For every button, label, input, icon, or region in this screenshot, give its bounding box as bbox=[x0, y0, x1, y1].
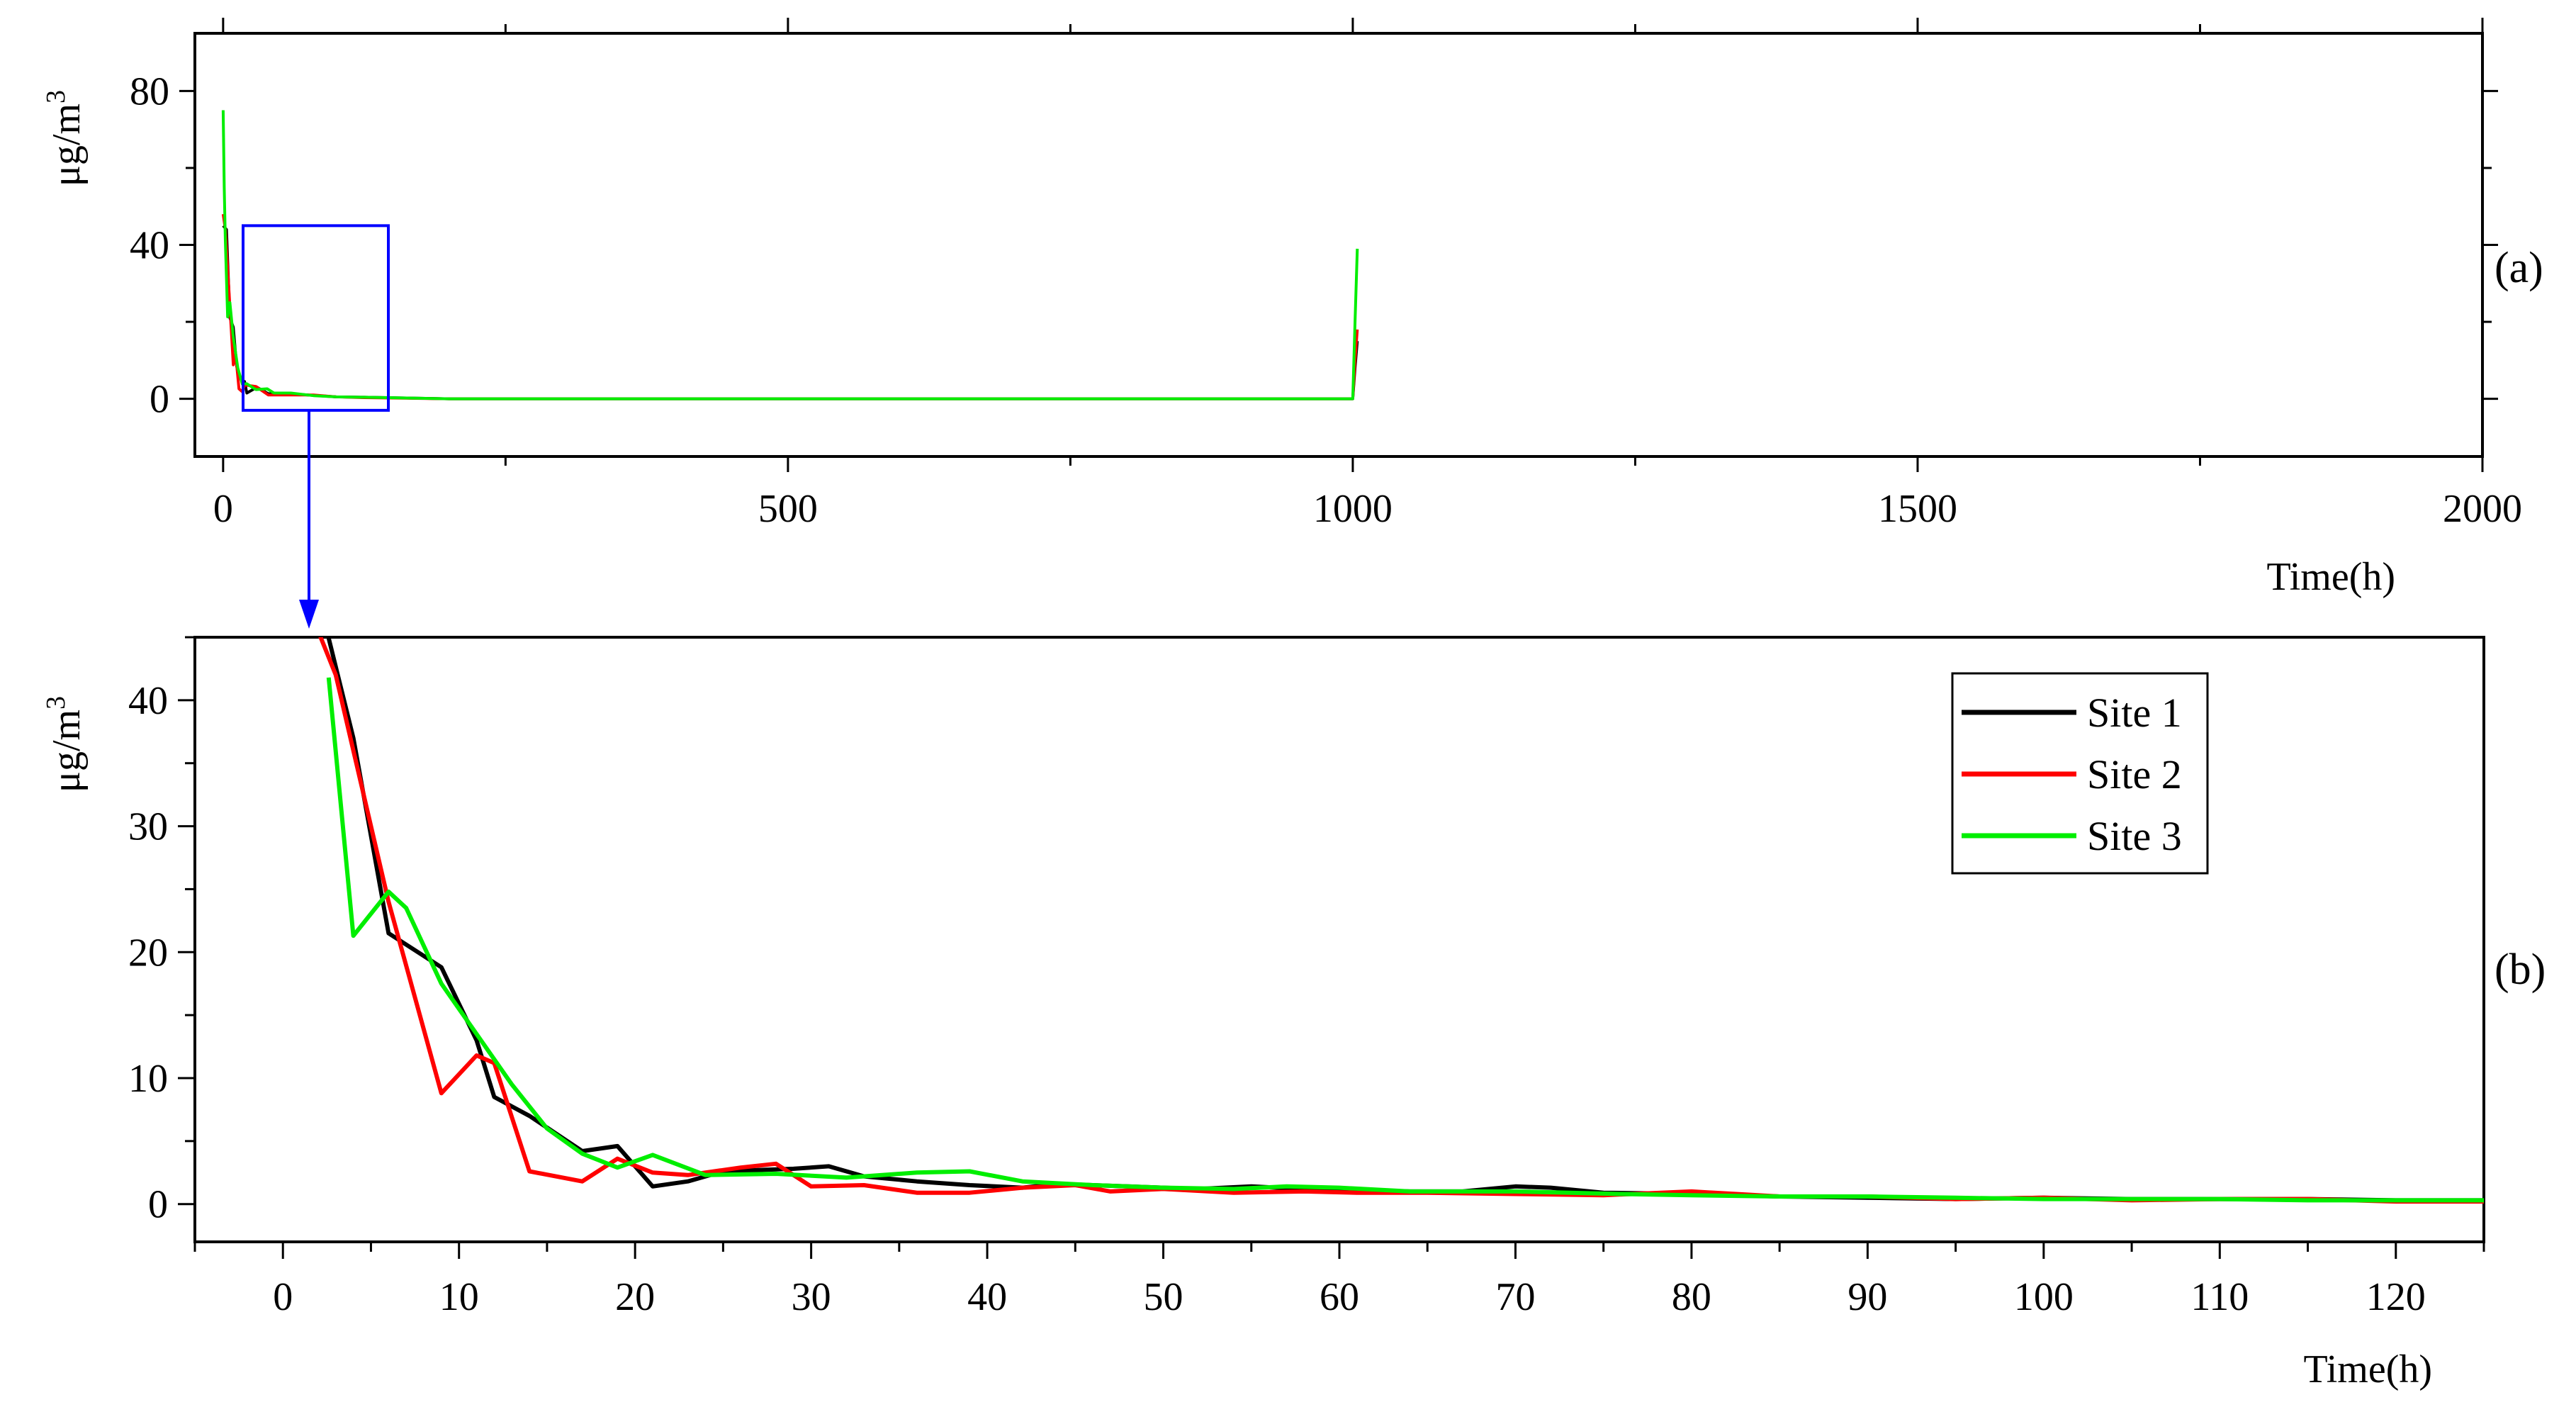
panel-b-series-clip bbox=[318, 637, 2484, 1204]
y-tick-label: 80 bbox=[130, 69, 169, 113]
x-tick-label: 120 bbox=[2366, 1275, 2426, 1319]
y-tick-label: 20 bbox=[128, 931, 168, 975]
zoom-arrow-head bbox=[299, 600, 319, 629]
series-line-site-1 bbox=[222, 225, 1359, 400]
panel-a-zoom-box-group bbox=[242, 224, 390, 629]
panel-a-label: (a) bbox=[2495, 244, 2543, 292]
panel-b: 0 10 20 30 40 50 60 70 80 90 100 110 120 0 10 20 30 40 μg… bbox=[41, 636, 2546, 1391]
x-tick-label: 80 bbox=[1672, 1275, 1711, 1319]
x-tick-label: 0 bbox=[213, 487, 233, 531]
panel-b-x-axis-title: Time(h) bbox=[2303, 1347, 2432, 1391]
y-tick-label: 40 bbox=[128, 679, 168, 723]
x-tick-label: 10 bbox=[439, 1275, 479, 1319]
x-tick-label: 30 bbox=[792, 1275, 831, 1319]
y-tick-label: 0 bbox=[150, 378, 169, 422]
legend-label: Site 2 bbox=[2087, 751, 2182, 797]
x-tick-label: 1500 bbox=[1878, 487, 1957, 531]
legend-label: Site 3 bbox=[2087, 813, 2182, 859]
series-line-site-3 bbox=[221, 110, 1359, 400]
panel-b-y-axis-title: μg/m3 bbox=[41, 696, 89, 792]
panel-a: 0 500 1000 1500 2000 0 40 80 μg/m3 Time(h) (a) bbox=[41, 18, 2543, 629]
panel-b-ticks: 0 10 20 30 40 50 60 70 80 90 100 110 120 0 10 20 30 40 bbox=[128, 636, 2485, 1319]
x-tick-label: 1000 bbox=[1313, 487, 1393, 531]
panel-b-series bbox=[318, 637, 2484, 1204]
legend-label: Site 1 bbox=[2087, 690, 2182, 736]
x-tick-label: 500 bbox=[758, 487, 818, 531]
panel-a-ticks: 0 500 1000 1500 2000 0 40 80 bbox=[130, 18, 2522, 531]
y-tick-label: 40 bbox=[130, 224, 169, 268]
panel-a-series-clip bbox=[221, 110, 1359, 400]
zoom-box bbox=[242, 224, 390, 412]
series-line-site-2 bbox=[221, 213, 1359, 400]
x-tick-label: 100 bbox=[2014, 1275, 2074, 1319]
x-tick-label: 2000 bbox=[2443, 487, 2522, 531]
x-tick-label: 70 bbox=[1495, 1275, 1535, 1319]
panel-b-label: (b) bbox=[2495, 946, 2546, 994]
x-tick-label: 90 bbox=[1847, 1275, 1887, 1319]
x-tick-label: 60 bbox=[1320, 1275, 1359, 1319]
y-tick-label: 10 bbox=[128, 1057, 168, 1101]
panel-a-x-axis-title: Time(h) bbox=[2266, 555, 2395, 599]
series-line-site-3 bbox=[326, 677, 2484, 1203]
panel-b-legend: Site 1 Site 2 Site 3 bbox=[1951, 672, 2209, 875]
x-tick-label: 50 bbox=[1144, 1275, 1183, 1319]
y-tick-label: 30 bbox=[128, 805, 168, 849]
x-tick-label: 110 bbox=[2190, 1275, 2249, 1319]
panel-a-y-axis-title: μg/m3 bbox=[41, 90, 89, 186]
x-tick-label: 0 bbox=[273, 1275, 293, 1319]
x-tick-label: 20 bbox=[615, 1275, 655, 1319]
panel-a-series bbox=[221, 110, 1359, 400]
x-tick-label: 40 bbox=[967, 1275, 1007, 1319]
y-tick-label: 0 bbox=[148, 1183, 168, 1227]
panel-a-plot-frame bbox=[193, 32, 2484, 458]
